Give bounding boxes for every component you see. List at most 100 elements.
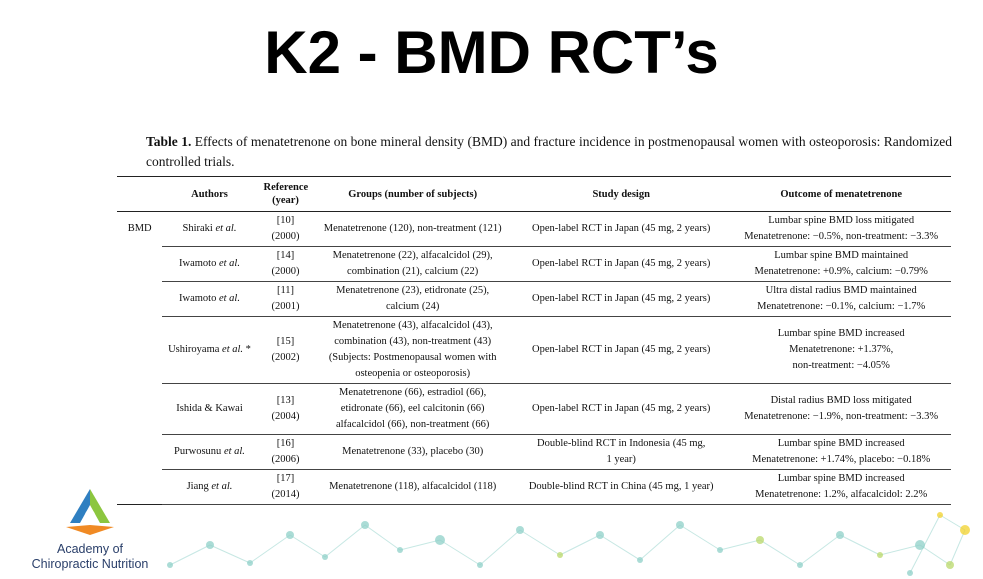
network-link: [364, 524, 401, 551]
reference-number: [10]: [276, 215, 295, 226]
row-design: Open-label RCT in Japan (45 mg, 2 years): [510, 246, 732, 282]
row-section-label: [117, 317, 162, 384]
row-outcome: Ultra distal radius BMD maintained Menate…: [731, 281, 951, 317]
network-node: [717, 547, 723, 553]
groups-line: Menatetrenone (43), alfacalcidol (43),: [332, 320, 493, 331]
logo-orange-shape: [66, 525, 114, 535]
network-link: [839, 534, 881, 556]
network-node: [477, 562, 483, 568]
author-name: Iwamoto: [179, 293, 217, 304]
author-suffix: *: [243, 344, 251, 355]
row-design: Open-label RCT in Japan (45 mg, 2 years): [510, 316, 732, 384]
network-node: [960, 525, 970, 535]
reference-number: [15]: [276, 336, 295, 347]
header-reference: Reference (year): [256, 176, 315, 212]
network-link: [909, 514, 941, 574]
network-link: [169, 544, 211, 566]
row-section-label: [117, 384, 162, 435]
logo-line-2: Chiropractic Nutrition: [31, 557, 149, 571]
header-section: [117, 176, 163, 212]
row-section-label: [117, 469, 163, 505]
row-author: Ushiroyama et al. *: [162, 316, 257, 384]
network-node: [596, 531, 604, 539]
reference-number: [14]: [276, 250, 295, 261]
groups-line: Menatetrenone (120), non-treatment (121): [323, 223, 502, 234]
author-etal: et al.: [216, 258, 240, 269]
row-author: Jiang et al.: [162, 469, 257, 505]
outcome-line: non-treatment: −4.05%: [792, 360, 890, 371]
design-line: Open-label RCT in Japan (45 mg, 2 years): [532, 403, 711, 414]
row-reference: [11] (2001): [256, 281, 315, 317]
network-link: [879, 544, 921, 556]
slide-title: K2 - BMD RCT’s: [264, 19, 719, 86]
row-author: Ishida & Kawai: [162, 383, 257, 435]
author-etal: et al.: [221, 446, 245, 457]
outcome-line: Lumbar spine BMD increased: [777, 438, 905, 449]
author-name: Purwosunu: [174, 446, 222, 457]
reference-year: (2001): [271, 301, 300, 312]
row-groups: Menatetrenone (23), etidronate (25), calc…: [314, 281, 511, 317]
outcome-line: Lumbar spine BMD loss mitigated: [768, 215, 915, 226]
row-reference: [10] (2000): [256, 211, 315, 247]
row-reference: [13] (2004): [256, 383, 315, 435]
network-node: [247, 560, 253, 566]
row-design: Open-label RCT in Japan (45 mg, 2 years): [510, 211, 732, 247]
row-reference: [17] (2014): [256, 469, 315, 505]
network-link: [639, 524, 681, 561]
row-groups: Menatetrenone (120), non-treatment (121): [314, 211, 511, 247]
row-design: Open-label RCT in Japan (45 mg, 2 years): [510, 281, 732, 317]
table-row: Iwamoto et al. [11] (2001) Menatetrenone (2…: [117, 281, 951, 317]
design-line: Double-blind RCT in Indonesia (45 mg,: [536, 438, 706, 449]
outcome-line: Lumbar spine BMD increased: [777, 328, 905, 339]
author-etal: et al.: [219, 344, 244, 355]
table-caption-text: Effects of menatetrenone on bone mineral…: [146, 134, 952, 169]
row-reference: [14] (2000): [256, 246, 315, 282]
table-row: Purwosunu et al. [16] (2006) Menatetrenone …: [117, 434, 951, 470]
header-groups: Groups (number of subjects): [314, 176, 511, 212]
reference-number: [11]: [276, 285, 295, 296]
section-label-bmd: BMD: [127, 223, 152, 235]
author-etal: et al.: [212, 223, 237, 234]
logo-green-shape: [90, 489, 110, 523]
outcome-line: Menatetrenone: +0.9%, calcium: −0.79%: [754, 266, 928, 277]
network-node: [836, 531, 844, 539]
reference-year: (2004): [271, 411, 300, 422]
header-design: Study design: [510, 176, 732, 212]
reference-year: (2002): [271, 352, 300, 363]
network-link: [519, 529, 561, 556]
row-outcome: Lumbar spine BMD increased Menatetrenone:…: [731, 434, 951, 470]
table-row: Ishida & Kawai [13] (2004) Menatetrenone (6…: [117, 383, 951, 435]
groups-line: Menatetrenone (33), placebo (30): [342, 446, 484, 457]
outcome-line: Distal radius BMD loss mitigated: [770, 395, 912, 406]
network-link: [209, 544, 251, 564]
row-author: Purwosunu et al.: [162, 434, 257, 470]
network-link: [759, 539, 801, 566]
row-outcome: Distal radius BMD loss mitigated Menatetr…: [731, 383, 951, 435]
row-design: Double-blind RCT in China (45 mg, 1 year…: [510, 469, 732, 505]
network-link: [679, 524, 721, 551]
header-authors: Authors: [162, 176, 257, 212]
network-node: [516, 526, 524, 534]
logo-blue-shape: [70, 489, 90, 523]
network-node: [361, 521, 369, 529]
author-etal: et al.: [208, 481, 233, 492]
network-node: [756, 536, 764, 544]
row-reference: [15] (2002): [256, 316, 315, 384]
author-name: Jiang: [186, 481, 209, 492]
network-node: [877, 552, 883, 558]
reference-number: [17]: [276, 473, 295, 484]
header-outcome: Outcome of menatetrenone: [731, 176, 951, 212]
outcome-line: Menatetrenone: +1.74%, placebo: −0.18%: [752, 454, 931, 465]
author-etal: et al.: [216, 293, 240, 304]
design-line: Open-label RCT in Japan (45 mg, 2 years): [532, 344, 711, 355]
network-node: [937, 512, 943, 518]
outcome-line: Menatetrenone: −1.9%, non-treatment: −3.…: [744, 411, 939, 422]
table-header-row: Authors Reference (year) Groups (number …: [117, 176, 951, 212]
row-author: Iwamoto et al.: [162, 281, 257, 317]
reference-year: (2006): [271, 454, 300, 465]
row-author: Shiraki et al.: [162, 211, 257, 247]
outcome-line: Menatetrenone: +1.37%,: [789, 344, 894, 355]
network-link: [439, 539, 481, 566]
network-link: [799, 534, 841, 566]
table-body: BMD Shiraki et al. [10] (2000) Menatetrenone…: [117, 211, 951, 505]
